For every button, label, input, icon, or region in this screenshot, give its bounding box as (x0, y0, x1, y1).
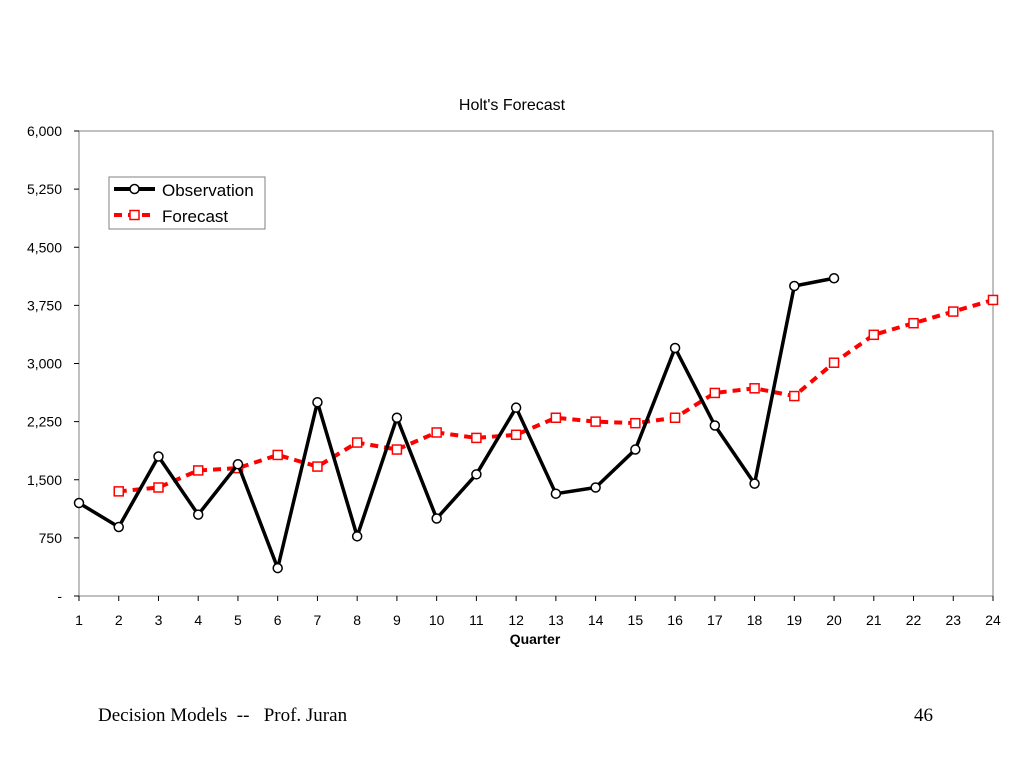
forecast-point (113, 486, 124, 497)
x-tick-label: 4 (194, 612, 202, 628)
observation-point (351, 531, 363, 542)
forecast-point (471, 432, 482, 444)
forecast-point (391, 444, 403, 455)
x-tick-label: 6 (274, 612, 282, 628)
y-tick-label: 2,250 (27, 414, 62, 430)
forecast-point (351, 437, 363, 448)
observation-point (391, 412, 403, 423)
x-tick-label: 2 (115, 612, 123, 628)
legend-observation-label: Observation (162, 181, 254, 200)
observation-point (153, 451, 164, 462)
x-tick-label: 20 (826, 612, 842, 628)
x-tick-label: 13 (548, 612, 564, 628)
x-tick-label: 14 (588, 612, 604, 628)
observation-point (669, 342, 681, 354)
y-tick-label: 4,500 (27, 239, 62, 255)
y-tick-label: 3,750 (27, 297, 62, 313)
observation-point (232, 459, 244, 470)
observation-point (789, 280, 800, 292)
x-tick-label: 9 (393, 612, 401, 628)
observation-point (431, 513, 442, 524)
forecast-point (948, 306, 959, 317)
footer-course-credit: Decision Models -- Prof. Juran (98, 705, 348, 726)
x-tick-label: 7 (314, 612, 322, 628)
x-tick-label: 18 (747, 612, 763, 628)
observation-point (590, 482, 601, 493)
forecast-point (709, 387, 721, 399)
forecast-point (272, 449, 283, 461)
y-tick-label: 3,000 (27, 356, 62, 372)
legend-observation-marker (129, 183, 140, 195)
forecast-point (828, 357, 840, 368)
observation-point (471, 469, 482, 480)
legend-forecast-label: Forecast (162, 207, 228, 226)
observation-point (113, 521, 124, 533)
slide-page-number: 46 (914, 705, 933, 726)
forecast-point (431, 427, 442, 438)
x-tick-label: 10 (429, 612, 445, 628)
x-tick-label: 23 (945, 612, 961, 628)
forecast-point (192, 465, 204, 476)
x-axis: 1 2 3 4 5 6 7 8 9 10 11 12 13 14 15 16 17 18 19 20 21 22 23 24 (75, 596, 1001, 628)
observation-point (73, 497, 85, 509)
y-tick-label: 6,000 (27, 123, 62, 139)
x-tick-label: 1 (75, 612, 83, 628)
observation-point (192, 509, 204, 520)
series-layer (73, 273, 999, 574)
y-tick-label: 5,250 (27, 181, 62, 197)
y-tick-label: 1,500 (27, 472, 62, 488)
observation-point (550, 488, 562, 499)
forecast-point (987, 294, 999, 306)
x-tick-label: 5 (234, 612, 242, 628)
legend: Observation Forecast (108, 176, 266, 230)
forecast-point (153, 482, 164, 493)
forecast-point (749, 383, 760, 394)
forecast-point (550, 412, 562, 423)
x-tick-label: 8 (353, 612, 361, 628)
x-tick-label: 19 (787, 612, 803, 628)
observation-point (749, 478, 760, 489)
x-tick-label: 22 (906, 612, 922, 628)
y-tick-label: 750 (39, 530, 63, 546)
y-tick-label: - (57, 588, 62, 604)
observation-point (709, 420, 721, 431)
forecast-point (908, 317, 919, 329)
chart-title: Holt's Forecast (459, 97, 566, 114)
forecast-point (669, 412, 681, 423)
forecast-point (590, 416, 601, 427)
x-tick-label: 15 (628, 612, 644, 628)
x-tick-label: 24 (985, 612, 1001, 628)
observation-point (510, 402, 522, 413)
observation-point (828, 273, 840, 284)
forecast-point (630, 417, 641, 429)
forecast-point (510, 429, 522, 441)
x-tick-label: 21 (866, 612, 882, 628)
x-tick-label: 16 (667, 612, 683, 628)
forecast-point (312, 461, 323, 472)
forecast-point (789, 390, 800, 402)
legend-forecast-marker (129, 209, 140, 221)
observation-series-line (78, 276, 835, 570)
x-axis-label: Quarter (510, 631, 561, 647)
x-tick-label: 11 (469, 612, 484, 628)
observation-point (312, 397, 323, 408)
observation-point (630, 444, 641, 455)
observation-point (272, 562, 283, 574)
x-tick-label: 12 (508, 612, 524, 628)
forecast-point (868, 329, 880, 341)
forecast-series-line (118, 298, 994, 494)
x-tick-label: 3 (155, 612, 163, 628)
y-axis: - 750 1,500 2,250 3,000 3,750 4,500 5,250 6,000 (27, 123, 79, 604)
x-tick-label: 17 (707, 612, 723, 628)
